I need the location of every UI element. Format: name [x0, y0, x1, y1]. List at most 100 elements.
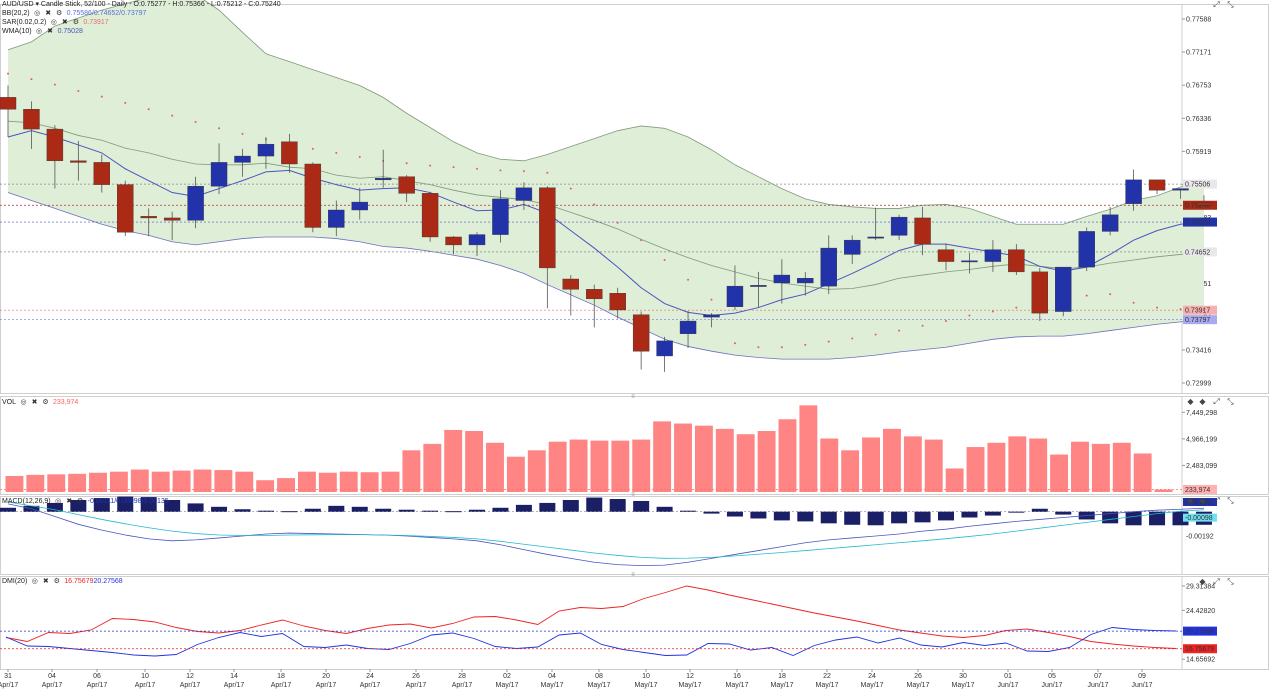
sar-label: SAR(0.02,0.2) — [2, 19, 47, 26]
eye-icon[interactable]: ◎ — [50, 19, 57, 26]
eye-icon[interactable]: ◎ — [55, 498, 62, 505]
sar-dot — [757, 346, 760, 349]
collapse-icon[interactable]: ⤡ — [1227, 577, 1234, 586]
volume-bar — [1050, 454, 1069, 492]
macd-histogram-bar — [938, 511, 954, 521]
volume-bar — [214, 470, 233, 492]
sar-dot — [827, 340, 830, 343]
eye-icon[interactable]: ◎ — [34, 10, 41, 17]
date-day-label: 04 — [548, 673, 556, 680]
middle-band-price-label: 0.74652 — [1185, 249, 1210, 256]
close-icon[interactable]: ✖ — [66, 498, 73, 505]
close-icon[interactable]: ✖ — [31, 399, 38, 406]
macd-histogram-bar — [750, 511, 767, 519]
candle — [23, 101, 40, 149]
expand-icon[interactable]: ⤢ — [1213, 0, 1220, 9]
close-icon[interactable]: ✖ — [61, 19, 68, 26]
candle — [210, 143, 228, 195]
date-day-label: 05 — [1048, 673, 1056, 680]
macd-histogram-bar — [914, 511, 931, 523]
dmi-indicator-row: DMI(20) ◎ ✖ ⚙ 16.75679 20.27568 — [2, 577, 123, 586]
volume-bar — [674, 423, 692, 492]
candle-body — [46, 128, 64, 162]
expand-icon[interactable]: ⤢ — [1213, 397, 1220, 406]
volume-bar — [172, 470, 191, 492]
macd-histogram-bar — [515, 504, 532, 512]
candle-body — [23, 109, 40, 130]
sar-dot — [898, 329, 901, 332]
gear-icon[interactable]: ⚙ — [72, 19, 79, 26]
candle — [0, 85, 17, 138]
candle — [1078, 227, 1095, 272]
macd-signal-label-bg — [1183, 513, 1217, 522]
date-day-label: 12 — [686, 673, 694, 680]
pane-resize-handle[interactable]: ≡ — [631, 394, 635, 400]
close-icon[interactable]: ✖ — [47, 28, 53, 35]
macd-histogram-bar — [797, 511, 814, 522]
move-down-icon[interactable]: ◆ — [1199, 397, 1206, 406]
dmi-tick-label: 29.31384 — [1186, 583, 1215, 590]
pane-resize-handle[interactable]: ≡ — [631, 492, 635, 498]
candle-body — [140, 216, 157, 219]
candle — [375, 149, 392, 188]
pane-resize-handle[interactable]: ≡ — [631, 572, 635, 578]
gear-icon[interactable]: ⚙ — [77, 498, 84, 505]
sar-dot — [218, 127, 221, 130]
move-up-icon[interactable]: ◆ — [1187, 397, 1194, 406]
date-month-label: Apr/17 — [0, 682, 18, 689]
macd-label: MACD(12,26,9) — [2, 498, 51, 505]
eye-icon[interactable]: ◎ — [20, 399, 27, 406]
candle — [93, 154, 111, 193]
volume-bar — [1091, 443, 1110, 492]
macd-histogram-bar — [773, 511, 790, 521]
upper-band-price-label: 0.75506 — [1185, 182, 1210, 189]
candle-body — [867, 236, 884, 239]
expand-icon[interactable]: ⤢ — [1213, 577, 1220, 586]
macd-histogram-bar — [961, 511, 978, 518]
collapse-icon[interactable]: ⤡ — [1227, 0, 1234, 9]
gear-icon[interactable]: ⚙ — [42, 399, 49, 406]
move-down-icon[interactable]: ◆ — [1199, 496, 1206, 505]
collapse-icon[interactable]: ⤡ — [1227, 397, 1234, 406]
candle-body — [445, 236, 462, 246]
macd-histogram-bar — [1125, 511, 1142, 526]
macd-histogram-bar — [1031, 508, 1048, 512]
candle — [117, 180, 134, 237]
candle-body — [0, 97, 17, 110]
macd-indicator-row: MACD(12,26,9) ◎ ✖ ⚙ -0.00111/0.00098/0.0… — [2, 497, 169, 506]
macd-signal-line — [7, 501, 1204, 559]
wma-line — [7, 130, 1205, 317]
close-icon[interactable]: ✖ — [45, 10, 52, 17]
chart-title[interactable]: AUD/USD ▾ Candle Stick, 52/100 - Daily -… — [2, 1, 281, 8]
gear-icon[interactable]: ⚙ — [55, 10, 63, 17]
candle-body — [93, 162, 111, 185]
macd-histogram-bar — [633, 500, 650, 512]
candle — [797, 271, 814, 296]
expand-icon[interactable]: ⤢ — [1213, 496, 1220, 505]
gear-icon[interactable]: ⚙ — [53, 578, 60, 585]
vol-values: 233,974 — [53, 399, 79, 406]
volume-last-label-bg — [1183, 484, 1217, 494]
dmi-minus-line — [5, 627, 1177, 657]
collapse-icon[interactable]: ⤡ — [1227, 496, 1234, 505]
macd-histogram-bar — [281, 511, 298, 513]
date-day-label: 01 — [1004, 673, 1012, 680]
middle-band-price-label-bg — [1183, 247, 1217, 257]
close-icon[interactable]: ✖ — [42, 578, 49, 585]
sar-indicator-row: SAR(0.02,0.2) ◎ ✖ ⚙ 0.73917 — [2, 18, 109, 27]
sar-dot — [921, 324, 924, 327]
move-up-icon[interactable]: ◆ — [1187, 496, 1194, 505]
candle-body — [984, 249, 1002, 262]
macd-histogram-bar — [609, 499, 626, 512]
volume-tick-label: 2,483,099 — [1186, 463, 1217, 470]
date-month-label: Apr/17 — [360, 682, 381, 689]
date-month-label: May/17 — [541, 682, 564, 689]
wma-price-label: 0.75028 — [1185, 220, 1210, 227]
eye-icon[interactable]: ◎ — [31, 578, 38, 585]
move-up-icon[interactable]: ◆ — [1199, 577, 1206, 586]
volume-bar — [360, 472, 379, 492]
macd-histogram-bar — [1055, 511, 1072, 515]
dmi-minus-label: 20.27568 — [1185, 629, 1214, 636]
eye-icon[interactable]: ◎ — [36, 28, 43, 35]
